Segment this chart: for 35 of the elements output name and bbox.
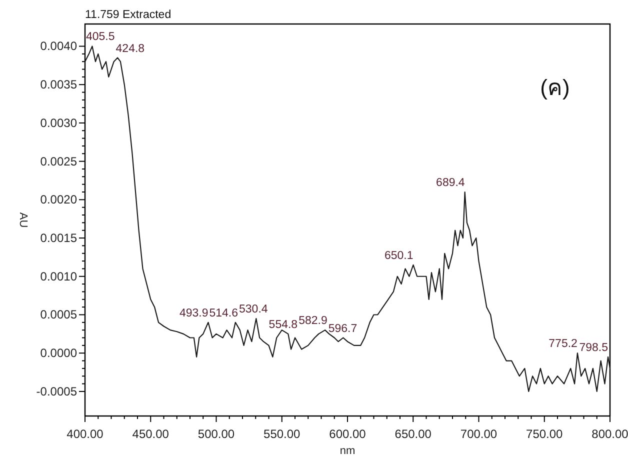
- x-tick-label: 500.00: [198, 427, 235, 441]
- annotation: 798.5: [579, 342, 608, 354]
- y-tick-label: 0.0030: [40, 116, 78, 130]
- annotation: 689.4: [436, 177, 466, 189]
- x-tick-label: 450.00: [132, 427, 170, 441]
- annotation: 650.1: [384, 250, 414, 262]
- y-tick-label: -0.0005: [36, 384, 78, 398]
- x-tick-label: 550.00: [264, 427, 301, 441]
- x-axis-title: nm: [340, 445, 356, 457]
- y-tick-label: 0.0000: [40, 346, 78, 360]
- x-tick-label: 750.00: [526, 427, 564, 441]
- annotation: 554.8: [268, 318, 298, 331]
- x-tick-label: 650.00: [394, 427, 432, 441]
- annotation: 514.6: [209, 307, 238, 320]
- y-tick-label: 0.0040: [40, 39, 78, 54]
- y-tick-label: 0.0035: [40, 78, 78, 92]
- annotation: 596.7: [328, 322, 358, 335]
- annotation: 405.5: [86, 31, 115, 44]
- annotation: 775.2: [548, 338, 578, 350]
- y-tick-label: 0.0025: [40, 154, 78, 168]
- y-tick-label: 0.0020: [40, 192, 78, 207]
- y-tick-label: 0.0015: [40, 231, 78, 246]
- chart-title: 11.759 Extracted: [85, 9, 172, 21]
- annotation: 582.9: [298, 315, 328, 328]
- annotation: 530.4: [239, 304, 268, 316]
- annotation: 424.8: [116, 42, 145, 55]
- annotation: (ค): [540, 75, 570, 100]
- annotation: 493.9: [179, 307, 208, 320]
- x-tick-label: 400.00: [66, 427, 104, 441]
- y-tick-label: 0.0005: [40, 308, 78, 322]
- x-tick-label: 600.00: [329, 427, 366, 441]
- y-tick-label: 0.0010: [40, 269, 78, 284]
- x-tick-label: 700.00: [460, 427, 498, 441]
- x-tick-label: 800.00: [592, 427, 628, 441]
- y-axis-title: AU: [17, 212, 29, 228]
